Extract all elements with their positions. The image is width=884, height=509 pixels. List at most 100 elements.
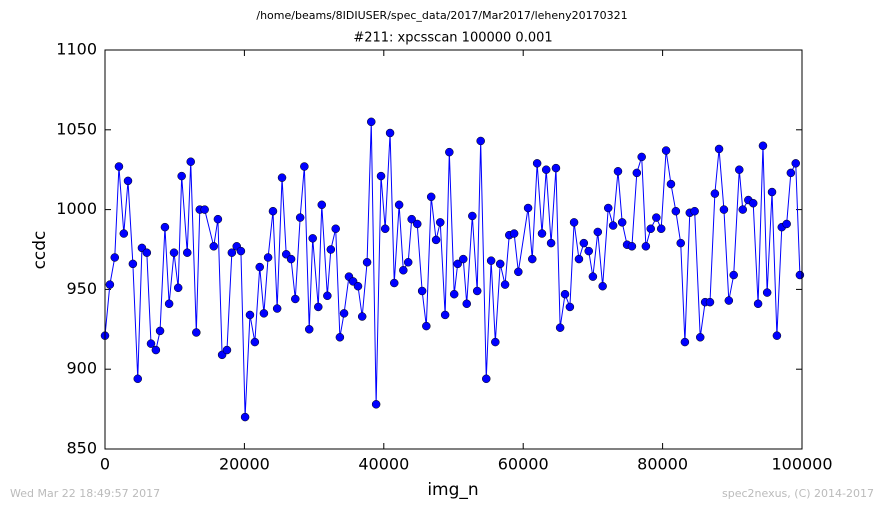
data-point [537,229,547,238]
data-point [546,238,556,248]
data-point [676,238,685,248]
data-point [738,205,748,214]
y-tick-label: 1000 [56,199,97,218]
data-point [593,227,603,237]
data-point [753,299,763,309]
data-point [449,289,459,299]
data-point [772,331,782,340]
x-tick-label: 80000 [637,455,688,474]
data-point [758,141,768,151]
data-point [133,374,143,384]
data-point [128,259,138,269]
data-point [440,310,450,320]
data-point [403,258,413,267]
x-tick-label: 100000 [771,455,832,474]
y-axis-label: ccdc [30,231,50,270]
data-point [514,267,523,277]
data-point [472,286,482,296]
data-point [500,280,510,289]
data-point [186,157,195,166]
y-tick-label: 900 [66,359,97,378]
data-point [656,224,666,234]
data-point [551,163,561,173]
y-tick-label: 950 [66,279,97,298]
chart-header: /home/beams/8IDIUSER/spec_data/2017/Mar2… [256,9,627,22]
data-point [671,206,681,216]
data-point [213,214,223,224]
data-point [574,254,584,264]
data-point [637,152,646,162]
data-point [661,146,671,155]
data-point [417,286,427,296]
data-point [255,262,264,272]
series-line [104,121,801,418]
data-point [569,218,579,227]
data-point [407,214,416,224]
data-point [380,224,390,234]
data-point [182,248,192,257]
data-point [385,128,395,138]
data-point [390,278,399,288]
data-point [632,168,642,178]
data-point [523,203,533,213]
data-point [146,339,156,348]
data-point [314,302,323,312]
data-point [326,245,336,254]
data-point [160,222,170,232]
data-point [426,192,436,202]
footer-right: spec2nexus, (C) 2014-2017 [722,487,874,500]
data-point [422,321,431,331]
data-point [690,206,699,216]
x-tick-label: 60000 [498,455,549,474]
y-tick-label: 1050 [56,119,97,138]
x-axis-label: img_n [427,480,478,500]
data-point [795,270,805,280]
data-point [192,328,201,337]
data-point [436,218,445,227]
data-point [105,280,115,289]
data-point [724,296,734,305]
data-point [222,345,232,355]
data-point [579,238,589,248]
x-tick-label: 40000 [358,455,409,474]
data-point [588,272,598,281]
data-point [666,179,676,189]
data-point [236,246,246,256]
data-point [482,374,491,384]
data-point [317,200,327,210]
data-point [263,253,273,262]
data-point [200,205,209,214]
data-point [123,176,133,186]
data-point [209,242,218,251]
data-point [367,117,376,127]
data-point [272,304,282,313]
data-point [476,136,485,146]
plot-frame [104,49,803,450]
y-tick-label: 850 [66,439,97,458]
data-point [286,254,296,264]
data-point [304,325,314,334]
data-point [169,248,179,257]
data-point [710,189,720,198]
data-point [240,412,250,422]
data-point [445,147,454,157]
data-point [560,289,570,299]
data-point [331,224,340,234]
data-point [142,248,152,257]
data-point [339,309,349,318]
data-point [110,253,120,262]
data-point [295,213,305,222]
data-point [695,333,705,342]
data-point [114,162,124,171]
data-point [376,171,386,181]
data-point [459,254,468,264]
x-tick-label: 20000 [219,455,270,474]
data-point [735,165,744,174]
chart-title: #211: xpcsscan 100000 0.001 [353,31,552,46]
data-point [119,229,129,238]
data-point [277,173,287,182]
data-point [177,171,186,181]
data-point [291,294,300,304]
data-point [762,288,772,297]
